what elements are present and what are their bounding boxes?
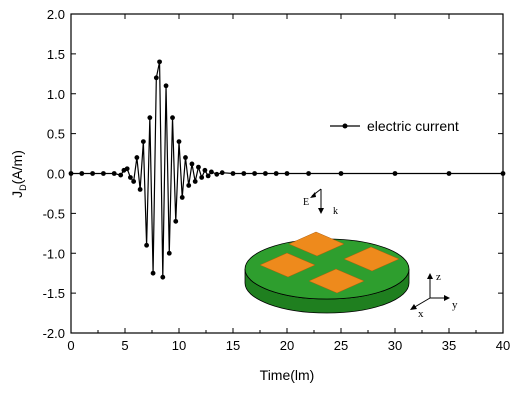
y-axis-label: JD(A/m) [9, 150, 28, 198]
data-point [392, 171, 398, 176]
data-point [153, 75, 159, 81]
x-axis-head [410, 304, 417, 310]
y-tick-label: 0.5 [47, 127, 65, 142]
y-tick-label: -1.5 [43, 286, 65, 301]
data-point [189, 161, 195, 167]
data-point [147, 115, 153, 121]
data-point [137, 187, 143, 192]
patch-2 [343, 246, 400, 272]
data-point [176, 139, 182, 145]
data-point [90, 171, 95, 176]
patch-3 [259, 252, 316, 278]
data-point [101, 171, 106, 176]
data-point [144, 242, 150, 248]
x-label: x [418, 308, 424, 320]
data-point [124, 166, 130, 172]
data-point [230, 171, 236, 176]
x-tick-label: 20 [280, 338, 294, 353]
data-point [186, 183, 192, 188]
data-point [284, 171, 290, 176]
y-tick-label: 1.0 [47, 87, 65, 102]
data-point [209, 169, 214, 175]
ticks-group: 0 5 10 15 20 25 30 35 40 -2.0 -1.5 -1.0 -0.5 0.0 0.5 1.… [43, 7, 511, 353]
data-point [150, 270, 156, 276]
patch-1 [288, 231, 345, 257]
data-point [111, 171, 117, 176]
x-tick-label: 25 [334, 338, 348, 353]
x-axis-arrow [412, 297, 431, 309]
data-point [192, 179, 198, 184]
data-point [170, 115, 175, 121]
patch-4 [308, 268, 365, 294]
y-label: y [452, 299, 458, 311]
x-tick-label: 10 [172, 338, 186, 353]
y-tick-label: -1.0 [43, 246, 65, 261]
legend: electric current [330, 118, 459, 134]
y-tick-label: 1.5 [47, 47, 65, 62]
x-tick-label: 0 [67, 338, 74, 353]
z-axis-head [427, 273, 433, 279]
data-point [252, 171, 257, 176]
data-point [118, 172, 124, 178]
data-point [160, 274, 166, 280]
data-point [183, 155, 188, 160]
data-point [134, 155, 140, 160]
data-point [127, 175, 133, 180]
x-tick-label: 40 [496, 338, 510, 353]
legend-label: electric current [367, 118, 459, 134]
data-point [163, 83, 169, 89]
data-point [173, 218, 179, 224]
data-point [263, 171, 268, 176]
x-tick-label: 35 [442, 338, 456, 353]
data-point [131, 179, 137, 184]
y-tick-label: -0.5 [43, 206, 65, 221]
series-group [68, 59, 506, 280]
k-label: k [333, 206, 338, 217]
data-point [202, 167, 208, 173]
data-point [157, 59, 162, 65]
e-arrow-head [310, 192, 316, 198]
data-point [140, 139, 146, 145]
inset-illustration: E k z y x [244, 188, 458, 320]
k-arrow-head [318, 208, 324, 214]
data-point [196, 164, 201, 170]
y-axis-head [444, 295, 450, 301]
data-point [219, 170, 225, 176]
data-point [241, 171, 247, 176]
data-point [199, 175, 205, 180]
y-tick-label: 0.0 [47, 167, 65, 182]
x-tick-label: 15 [226, 338, 240, 353]
x-tick-label: 5 [121, 338, 128, 353]
legend-marker [342, 123, 348, 129]
data-point [68, 171, 74, 176]
e-label: E [303, 197, 309, 208]
data-point [214, 171, 220, 177]
x-axis-label: Time(lm) [260, 367, 315, 383]
z-label: z [436, 271, 441, 283]
y-tick-label: -2.0 [43, 326, 65, 341]
data-point [446, 171, 452, 176]
data-point [306, 171, 311, 176]
x-tick-label: 30 [388, 338, 402, 353]
data-point [179, 195, 185, 200]
data-point [166, 250, 172, 256]
data-point [500, 171, 506, 176]
data-point [79, 171, 85, 176]
data-point [205, 173, 211, 179]
data-point [338, 171, 344, 176]
y-tick-label: 2.0 [47, 7, 65, 22]
data-point [273, 171, 279, 176]
